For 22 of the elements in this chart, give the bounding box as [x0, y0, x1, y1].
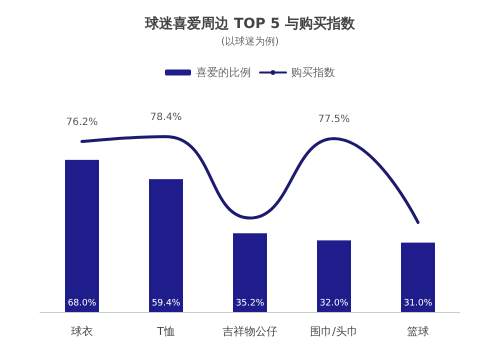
data-label: 68.0%	[68, 298, 97, 308]
x-tick-label: 围巾/头巾	[310, 325, 358, 338]
data-label: 31.0%	[404, 298, 433, 308]
x-tick-label: 篮球	[407, 325, 429, 338]
data-label: 32.0%	[320, 298, 349, 308]
legend-label: 购买指数	[291, 66, 335, 79]
bar	[65, 160, 99, 312]
data-label: 59.4%	[152, 298, 181, 308]
x-tick-label: 吉祥物公仔	[222, 325, 278, 338]
bar	[401, 242, 435, 312]
x-tick-label: T恤	[156, 325, 175, 338]
data-label: 77.5%	[318, 114, 350, 126]
bar	[149, 179, 183, 312]
data-label: 35.2%	[236, 298, 265, 308]
chart-title: 球迷喜爱周边 TOP 5 与购买指数	[144, 15, 356, 32]
bar	[317, 240, 351, 312]
data-label: 78.4%	[150, 112, 182, 124]
data-label: 76.2%	[66, 117, 98, 128]
legend-label: 喜爱的比例	[196, 66, 251, 79]
bar	[233, 233, 267, 312]
chart-subtitle: (以球迷为例)	[221, 36, 279, 48]
x-tick-label: 球衣	[71, 325, 93, 338]
